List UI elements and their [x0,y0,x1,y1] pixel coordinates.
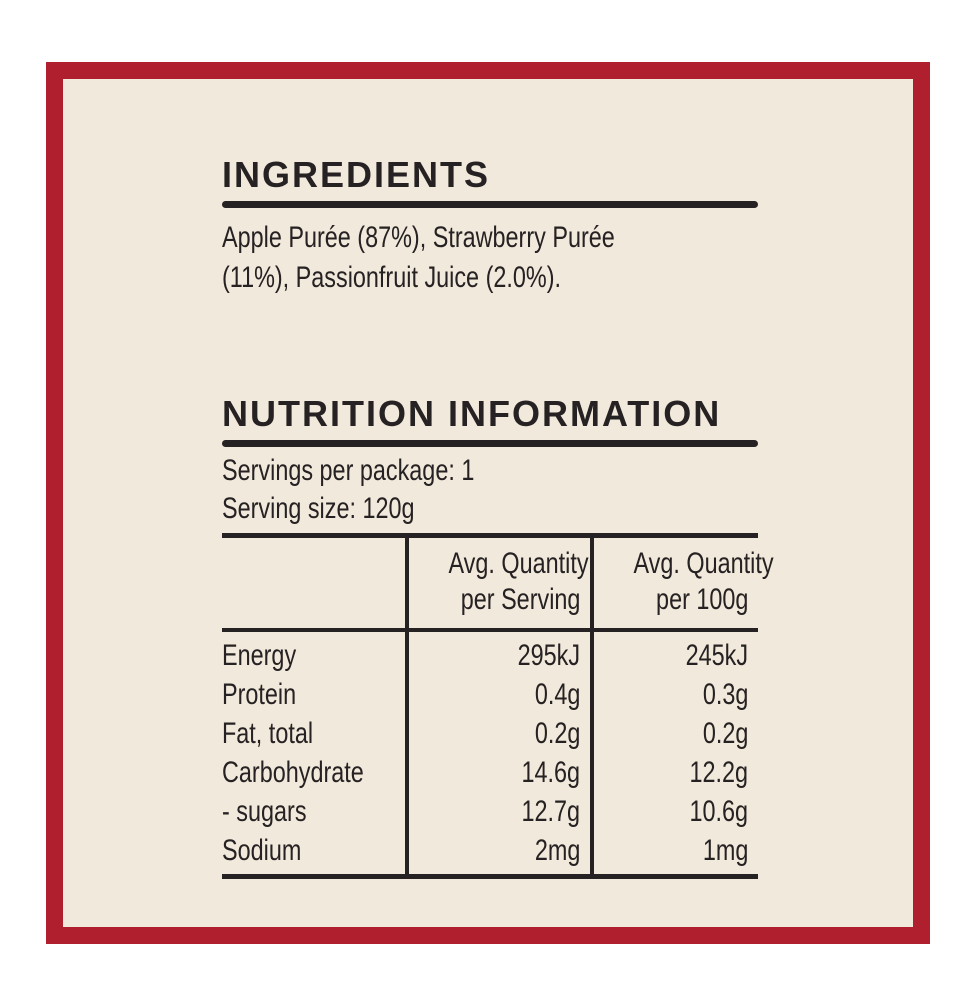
row-label: Sodium [222,831,407,877]
ingredients-line-1: Apple Purée (87%), Strawberry Purée [222,221,615,254]
row-label: Carbohydrate [222,753,407,792]
row-value-text: 0.3g [702,678,748,711]
nutrition-table: Avg. Quantity per Serving Avg. Quantity … [222,533,774,879]
row-value-text: 0.2g [702,717,748,750]
row-label-text: Energy [222,639,297,672]
ingredients-line-2: (11%), Passionfruit Juice (2.0%). [222,261,561,294]
nutrition-title-underline [222,440,758,447]
table-row-sodium: Sodium 2mg 1mg [222,831,758,877]
label-content: INGREDIENTS Apple Purée (87%), Strawberr… [222,79,774,879]
serving-size: Serving size: 120g [222,492,415,525]
row-value-per-100g: 1mg [590,831,758,877]
header-per-100g-line-2: per 100g [655,583,748,616]
row-value-per-serving: 295kJ [405,630,592,675]
row-label: Fat, total [222,714,407,753]
table-header-cell-per-serving: Avg. Quantity per Serving [405,535,592,632]
table-header-cell-per-100g: Avg. Quantity per 100g [590,535,774,632]
row-value-text: 0.2g [534,717,580,750]
row-label: - sugars [222,792,407,831]
row-value-per-serving: 0.4g [405,675,592,714]
row-value-text: 12.2g [689,756,748,789]
table-row-fat-total: Fat, total 0.2g 0.2g [222,714,758,753]
row-label-text: - sugars [222,795,307,828]
table-row-energy: Energy 295kJ 245kJ [222,630,758,675]
row-value-per-serving: 0.2g [405,714,592,753]
row-value-text: 0.4g [534,678,580,711]
table-row-carbohydrate: Carbohydrate 14.6g 12.2g [222,753,758,792]
row-label-text: Carbohydrate [222,756,364,789]
row-value-per-100g: 0.2g [590,714,758,753]
row-label: Protein [222,675,407,714]
row-label-text: Fat, total [222,717,314,750]
ingredients-title: INGREDIENTS [222,154,491,195]
row-value-per-100g: 12.2g [590,753,758,792]
table-row-protein: Protein 0.4g 0.3g [222,675,758,714]
row-value-text: 12.7g [521,795,580,828]
row-value-text: 10.6g [689,795,748,828]
header-per-serving-line-1: Avg. Quantity [448,547,589,580]
row-value-per-100g: 245kJ [590,630,758,675]
row-value-text: 14.6g [521,756,580,789]
row-label-text: Sodium [222,834,302,867]
ingredients-title-underline [222,201,758,208]
table-row-sugars: - sugars 12.7g 10.6g [222,792,758,831]
row-value-per-serving: 14.6g [405,753,592,792]
label-panel-frame: INGREDIENTS Apple Purée (87%), Strawberr… [46,62,930,944]
row-value-text: 2mg [534,834,580,867]
ingredients-text: Apple Purée (87%), Strawberry Purée (11%… [222,218,640,298]
row-value-text: 245kJ [685,639,748,672]
row-label-text: Protein [222,678,297,711]
row-value-per-100g: 10.6g [590,792,758,831]
table-header-cell-empty [222,535,407,632]
servings-per-package: Servings per package: 1 [222,454,475,487]
row-value-text: 295kJ [517,639,580,672]
row-label: Energy [222,630,407,675]
row-value-text: 1mg [702,834,748,867]
nutrition-title: NUTRITION INFORMATION [222,393,722,434]
header-per-serving-line-2: per Serving [460,583,580,616]
servings-line: Servings per package: 1 Serving size: 120… [222,447,758,533]
row-value-per-100g: 0.3g [590,675,758,714]
header-per-100g-line-1: Avg. Quantity [633,547,774,580]
table-header-row: Avg. Quantity per Serving Avg. Quantity … [222,535,774,632]
row-value-per-serving: 2mg [405,831,592,877]
row-value-per-serving: 12.7g [405,792,592,831]
